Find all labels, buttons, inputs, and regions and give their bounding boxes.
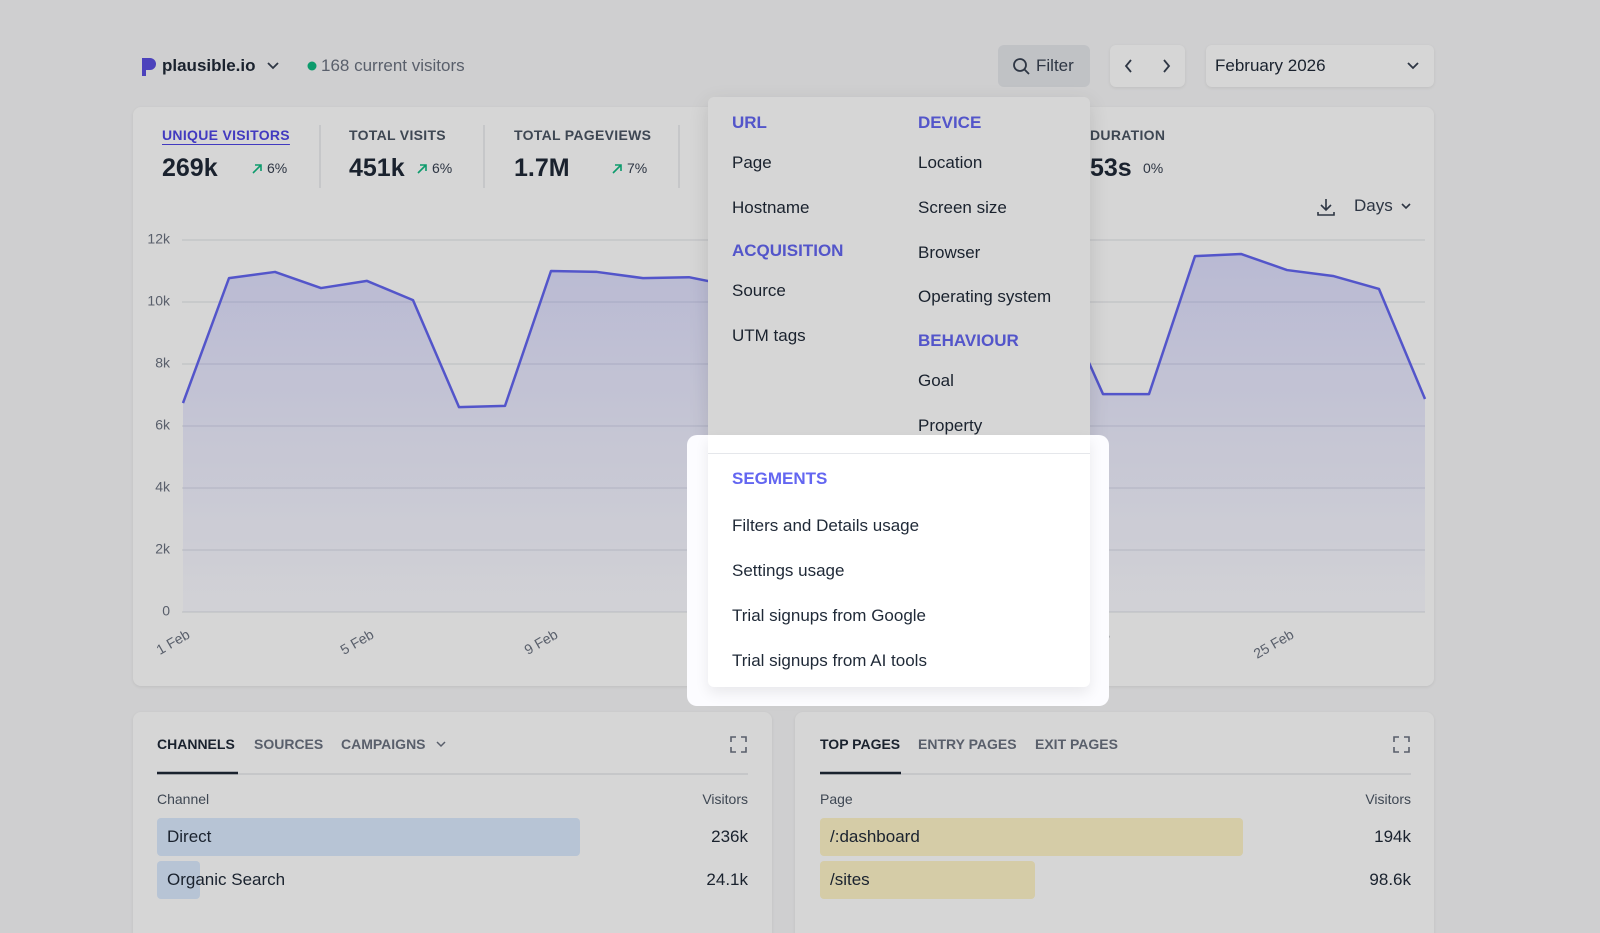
row-value: 98.6k bbox=[1369, 870, 1411, 889]
row-value: 24.1k bbox=[706, 870, 748, 889]
y-tick-label: 10k bbox=[147, 293, 171, 309]
row-label[interactable]: /:dashboard bbox=[830, 827, 920, 846]
y-tick-label: 0 bbox=[162, 603, 170, 619]
tab[interactable]: EXIT PAGES bbox=[1035, 736, 1118, 752]
menu-item[interactable]: Screen size bbox=[918, 197, 1007, 217]
row-bar bbox=[820, 818, 1243, 856]
period-picker[interactable] bbox=[1206, 45, 1434, 87]
filter-label[interactable]: Filter bbox=[1036, 56, 1074, 75]
stat-value: 1.7M bbox=[514, 154, 570, 182]
interval-select[interactable]: Days bbox=[1354, 196, 1393, 215]
y-tick-label: 4k bbox=[155, 479, 171, 495]
row-label[interactable]: Organic Search bbox=[167, 870, 286, 889]
site-name[interactable]: plausible.io bbox=[162, 56, 256, 75]
column-header: Visitors bbox=[1365, 791, 1411, 807]
period-arrows[interactable] bbox=[1110, 45, 1185, 87]
menu-group-title: URL bbox=[732, 113, 767, 132]
y-tick-label: 12k bbox=[147, 231, 171, 247]
tab[interactable]: CAMPAIGNS bbox=[341, 736, 426, 752]
period-label[interactable]: February 2026 bbox=[1215, 56, 1326, 75]
tab[interactable]: SOURCES bbox=[254, 736, 324, 752]
menu-item[interactable]: UTM tags bbox=[732, 325, 806, 345]
menu-item[interactable]: Goal bbox=[918, 371, 954, 390]
y-tick-label: 6k bbox=[155, 417, 171, 433]
menu-item[interactable]: Hostname bbox=[732, 197, 810, 217]
stat-change: 0% bbox=[1143, 160, 1164, 176]
segment-item[interactable]: Filters and Details usage bbox=[732, 516, 920, 535]
segments-title: SEGMENTS bbox=[732, 469, 828, 488]
menu-group-title: DEVICE bbox=[918, 113, 982, 132]
stat-change: 6% bbox=[432, 160, 453, 176]
stat-label[interactable]: UNIQUE VISITORS bbox=[162, 127, 290, 143]
stat-label[interactable]: TOTAL PAGEVIEWS bbox=[514, 127, 652, 143]
tab[interactable]: CHANNELS bbox=[157, 736, 235, 752]
menu-item[interactable]: Property bbox=[918, 415, 983, 435]
menu-item[interactable]: Operating system bbox=[918, 287, 1052, 307]
column-header: Channel bbox=[157, 791, 210, 807]
y-tick-label: 2k bbox=[155, 541, 171, 557]
y-tick-label: 8k bbox=[155, 355, 171, 371]
row-label[interactable]: /sites bbox=[830, 870, 870, 889]
row-label[interactable]: Direct bbox=[167, 827, 212, 846]
stat-change: 6% bbox=[267, 160, 288, 176]
stat-label[interactable]: DURATION bbox=[1090, 127, 1166, 143]
menu-item[interactable]: Browser bbox=[918, 242, 981, 262]
tab[interactable]: TOP PAGES bbox=[820, 736, 901, 752]
menu-item[interactable]: Source bbox=[732, 281, 786, 300]
menu-item[interactable]: Page bbox=[732, 153, 772, 172]
menu-divider bbox=[708, 453, 1090, 454]
tab[interactable]: ENTRY PAGES bbox=[918, 736, 1017, 752]
stat-label[interactable]: TOTAL VISITS bbox=[349, 127, 446, 143]
segment-item[interactable]: Trial signups from Google bbox=[732, 606, 927, 625]
row-value: 194k bbox=[1374, 827, 1411, 846]
segment-item[interactable]: Settings usage bbox=[732, 561, 845, 580]
current-visitors: 168 current visitors bbox=[321, 56, 465, 75]
column-header: Visitors bbox=[702, 791, 748, 807]
stat-value: 269k bbox=[162, 154, 218, 182]
menu-group-title: ACQUISITION bbox=[732, 241, 844, 260]
stat-value: 53s bbox=[1090, 154, 1132, 182]
menu-group-title: BEHAVIOUR bbox=[918, 331, 1019, 350]
stat-change: 7% bbox=[627, 160, 648, 176]
row-bar bbox=[820, 861, 1035, 899]
column-header: Page bbox=[820, 791, 853, 807]
row-bar bbox=[157, 818, 580, 856]
menu-item[interactable]: Location bbox=[918, 153, 983, 172]
stat-value: 451k bbox=[349, 154, 405, 182]
row-value: 236k bbox=[711, 827, 748, 846]
row-bar bbox=[157, 861, 201, 899]
segment-item[interactable]: Trial signups from AI tools bbox=[732, 651, 927, 670]
segments-section: SEGMENTS Filters and Details usage Setting… bbox=[708, 435, 1090, 687]
